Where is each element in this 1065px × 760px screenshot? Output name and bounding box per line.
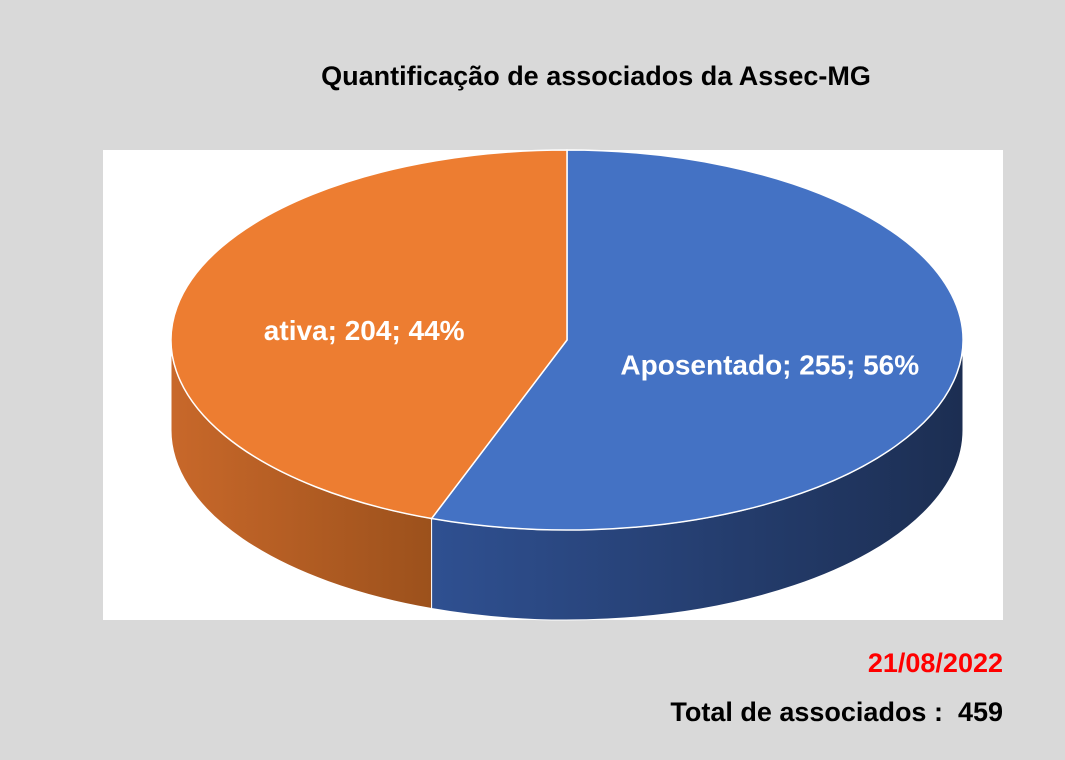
data-label: ativa; 204; 44%	[264, 315, 465, 346]
slice	[430, 149, 964, 531]
total: Total de associados : 459	[670, 697, 1003, 727]
chart-title: Quantificação de associados da Assec-MG	[321, 61, 871, 91]
date: 21/08/2022	[868, 648, 1003, 678]
slice	[170, 149, 568, 520]
data-label: Aposentado; 255; 56%	[620, 350, 919, 381]
